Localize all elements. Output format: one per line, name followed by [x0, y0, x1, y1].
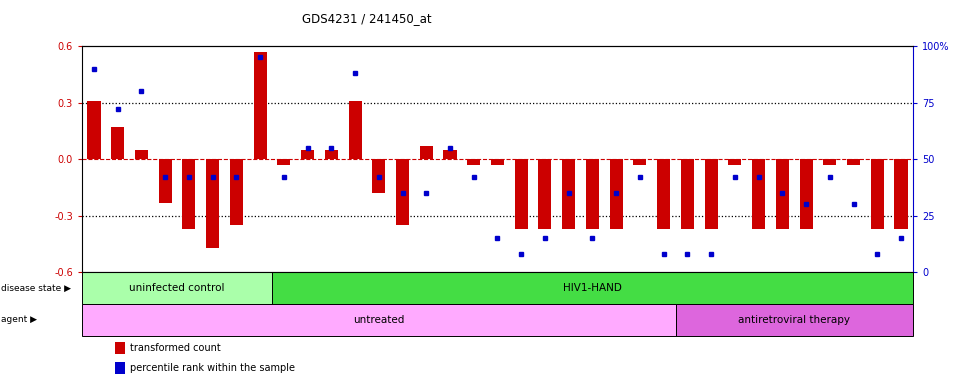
Bar [847, 159, 860, 165]
Bar [135, 150, 148, 159]
Bar [657, 159, 670, 229]
Bar [158, 159, 172, 202]
Text: disease state ▶: disease state ▶ [1, 284, 71, 293]
Bar [183, 159, 195, 229]
Text: uninfected control: uninfected control [129, 283, 225, 293]
Bar [111, 127, 125, 159]
Bar [704, 159, 718, 229]
Bar [301, 150, 314, 159]
Bar [372, 159, 385, 193]
Bar [206, 159, 219, 248]
Bar [325, 150, 338, 159]
Bar [468, 159, 480, 165]
Text: percentile rank within the sample: percentile rank within the sample [130, 363, 296, 373]
Bar [728, 159, 741, 165]
Bar [396, 159, 409, 225]
Text: transformed count: transformed count [130, 343, 221, 353]
Bar [776, 159, 789, 229]
Bar [870, 159, 884, 229]
Bar [491, 159, 504, 165]
Bar [800, 159, 812, 229]
Text: GDS4231 / 241450_at: GDS4231 / 241450_at [302, 12, 432, 25]
Bar [823, 159, 837, 165]
Text: HIV1-HAND: HIV1-HAND [563, 283, 622, 293]
Bar [254, 52, 267, 159]
Bar [443, 150, 457, 159]
Bar [515, 159, 527, 229]
Bar [562, 159, 575, 229]
Bar [88, 101, 100, 159]
Bar [272, 272, 913, 304]
Text: untreated: untreated [354, 315, 405, 325]
Bar [610, 159, 623, 229]
Bar [634, 159, 646, 165]
Text: antiretroviral therapy: antiretroviral therapy [738, 315, 850, 325]
Bar [681, 159, 694, 229]
Bar [277, 159, 291, 165]
Bar [675, 304, 913, 336]
Bar [538, 159, 552, 229]
Bar [586, 159, 599, 229]
Bar [115, 362, 126, 374]
Bar [82, 304, 675, 336]
Bar [349, 101, 361, 159]
Bar [753, 159, 765, 229]
Text: agent ▶: agent ▶ [1, 315, 37, 324]
Bar [420, 146, 433, 159]
Bar [115, 342, 126, 354]
Bar [230, 159, 242, 225]
Bar [82, 272, 272, 304]
Bar [895, 159, 907, 229]
